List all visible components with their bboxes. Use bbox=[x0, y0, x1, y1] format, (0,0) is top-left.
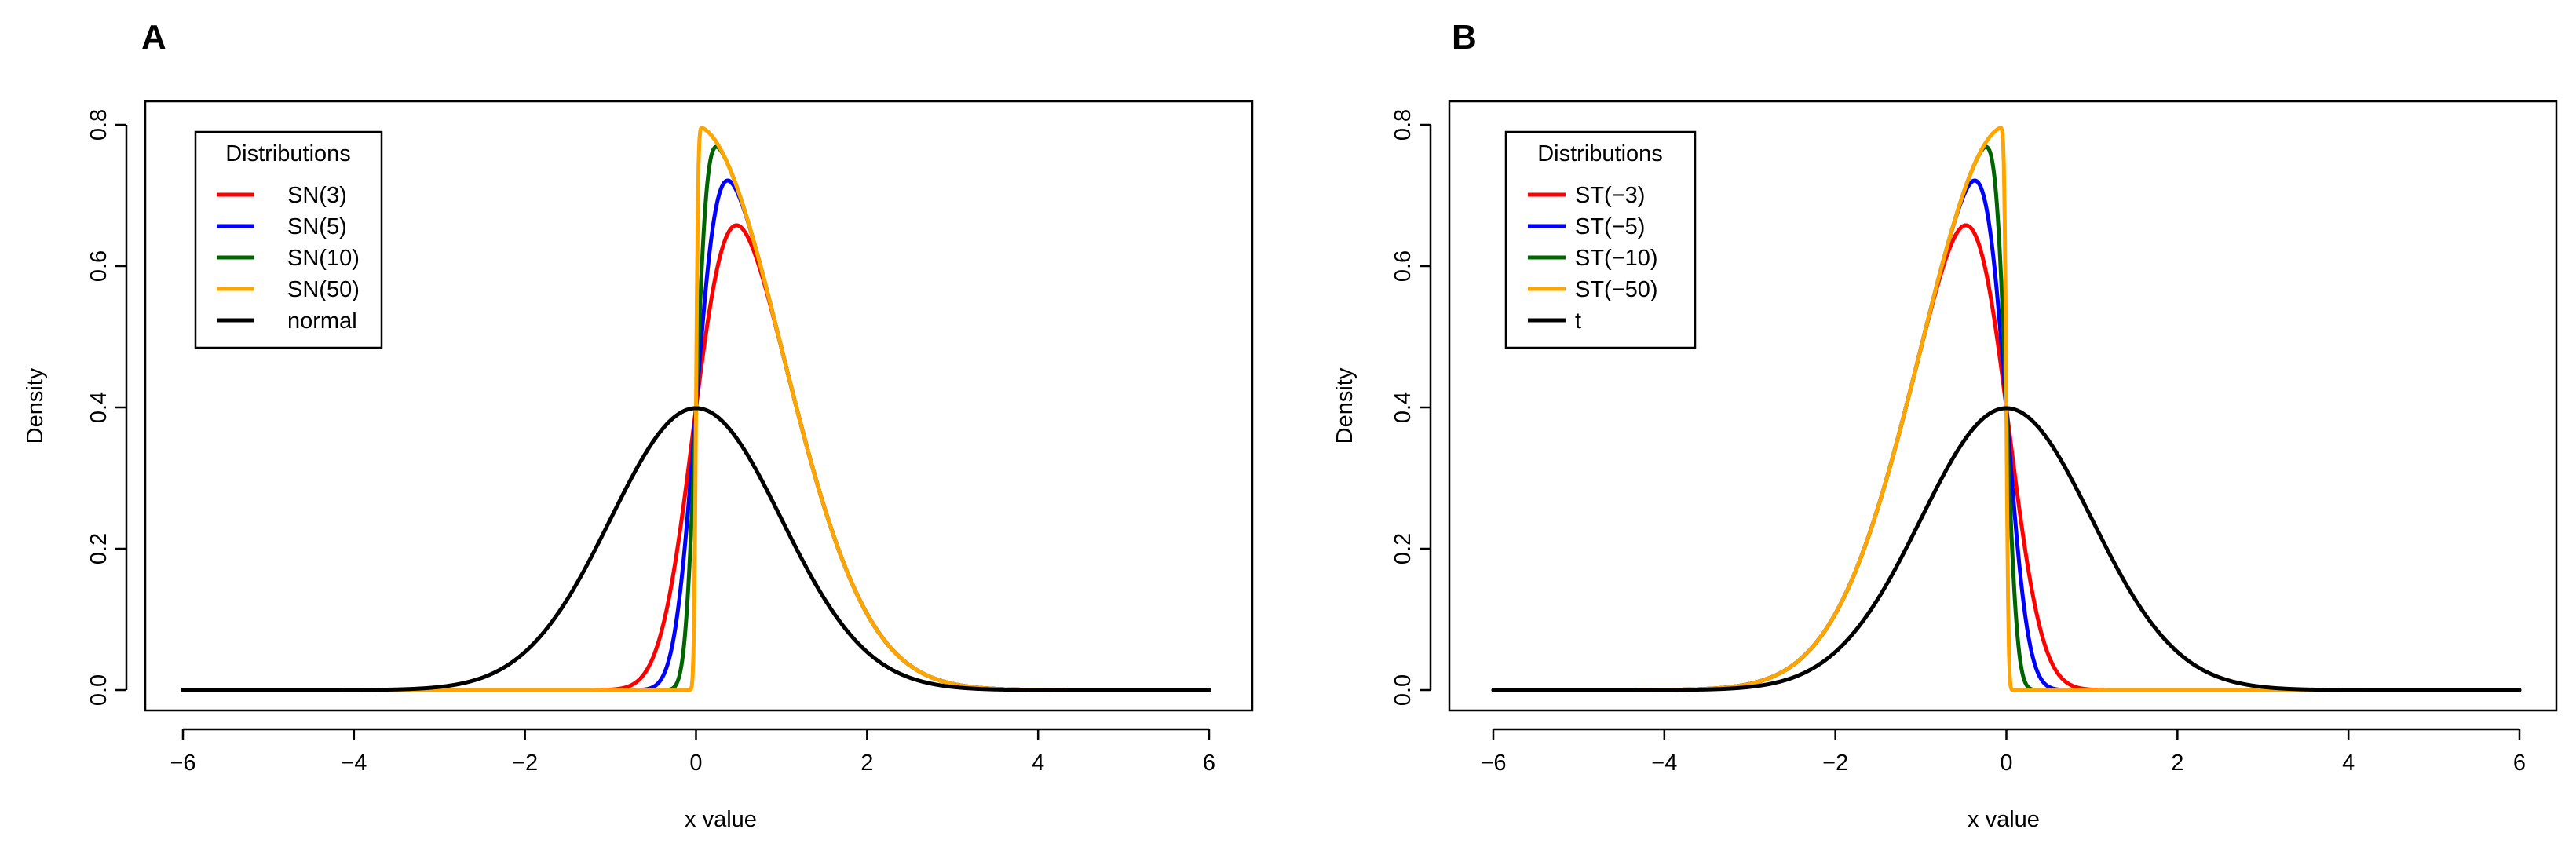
x-tick-label: −2 bbox=[512, 751, 538, 776]
x-axis-title: x value bbox=[685, 807, 757, 832]
plot-frame bbox=[144, 100, 1254, 712]
legend-label: SN(5) bbox=[287, 214, 347, 239]
axis-ticks: −6 −4 −2 0 2 4 6 0.0 0.2 0.4 0.6 0.8 bbox=[1390, 109, 2526, 776]
x-tick-label: 0 bbox=[689, 751, 702, 776]
x-tick-label: 0 bbox=[2000, 751, 2012, 776]
legend-label: ST(−3) bbox=[1575, 183, 1645, 208]
x-tick-label: −4 bbox=[341, 751, 367, 776]
legend-label: ST(−50) bbox=[1575, 277, 1658, 302]
panel-label: B bbox=[1452, 18, 1477, 57]
y-tick-label: 0.2 bbox=[86, 533, 111, 564]
x-tick-label: 4 bbox=[1032, 751, 1044, 776]
y-tick-label: 0.0 bbox=[86, 674, 111, 706]
curves bbox=[1491, 126, 2522, 692]
y-axis-title: Density bbox=[1332, 367, 1357, 444]
y-tick-label: 0.2 bbox=[1390, 533, 1416, 564]
legend-label: SN(50) bbox=[287, 277, 360, 302]
y-tick-label: 0.6 bbox=[1390, 250, 1416, 282]
legend-items: ST(−3) ST(−5) ST(−10) ST(−50) t bbox=[1528, 183, 1658, 334]
x-tick-label: 2 bbox=[860, 751, 873, 776]
legend-items: SN(3) SN(5) SN(10) SN(50) normal bbox=[217, 183, 360, 334]
y-tick-label: 0.8 bbox=[86, 109, 111, 141]
legend-title: Distributions bbox=[225, 141, 351, 166]
plot-frame bbox=[1448, 100, 2558, 712]
axis-ticks: −6 −4 −2 0 2 4 6 0.0 0.2 0.4 0.6 0.8 bbox=[86, 109, 1215, 776]
x-tick-label: 2 bbox=[2171, 751, 2183, 776]
legend-box bbox=[1504, 130, 1697, 349]
x-tick-label: −6 bbox=[1480, 751, 1506, 776]
series-line-normal bbox=[181, 406, 1211, 692]
legend-label: SN(3) bbox=[287, 183, 347, 208]
x-tick-label: −6 bbox=[170, 751, 195, 776]
y-tick-label: 0.6 bbox=[86, 250, 111, 282]
x-tick-label: 6 bbox=[1203, 751, 1215, 776]
legend-title: Distributions bbox=[1537, 141, 1663, 166]
y-tick-label: 0.4 bbox=[86, 392, 111, 423]
panel-a: A x value Density −6 −4 −2 0 2 4 6 0.0 0.2 0.4 0.6… bbox=[23, 18, 1254, 832]
legend-label: normal bbox=[287, 309, 357, 334]
x-tick-label: −4 bbox=[1651, 751, 1677, 776]
y-axis-title: Density bbox=[23, 367, 48, 444]
legend: Distributions SN(3) SN(5) SN(10) SN(50) norm… bbox=[194, 130, 383, 349]
legend-label: SN(10) bbox=[287, 246, 360, 271]
curves bbox=[181, 126, 1211, 692]
legend-label: t bbox=[1575, 309, 1581, 334]
series-line-t bbox=[1491, 406, 2522, 692]
y-tick-label: 0.8 bbox=[1390, 109, 1416, 141]
panel-b: B x value Density −6 −4 −2 0 2 4 6 0.0 0.2 0.4 0.6… bbox=[1332, 18, 2558, 832]
legend-label: ST(−5) bbox=[1575, 214, 1645, 239]
y-tick-label: 0.4 bbox=[1390, 392, 1416, 423]
legend: Distributions ST(−3) ST(−5) ST(−10) ST(−50)… bbox=[1504, 130, 1697, 349]
x-tick-label: 4 bbox=[2342, 751, 2355, 776]
y-tick-label: 0.0 bbox=[1390, 674, 1416, 706]
x-tick-label: −2 bbox=[1822, 751, 1848, 776]
legend-box bbox=[194, 130, 383, 349]
x-tick-label: 6 bbox=[2513, 751, 2526, 776]
legend-label: ST(−10) bbox=[1575, 246, 1658, 271]
x-axis-title: x value bbox=[1968, 807, 2040, 832]
panel-label: A bbox=[141, 18, 166, 57]
